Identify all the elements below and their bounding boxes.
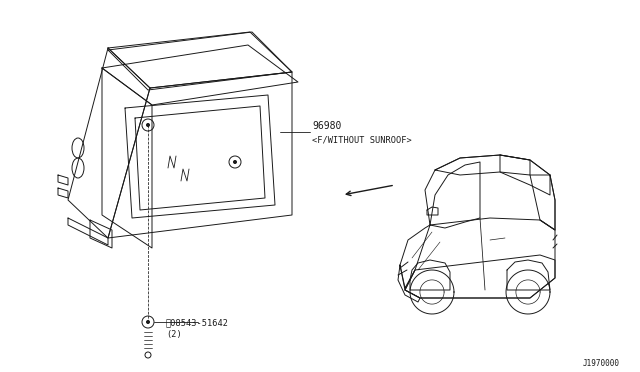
Circle shape	[147, 124, 150, 126]
Text: <F/WITHOUT SUNROOF>: <F/WITHOUT SUNROOF>	[312, 135, 412, 144]
Text: (2): (2)	[166, 330, 182, 340]
Text: 96980: 96980	[312, 121, 341, 131]
Circle shape	[147, 321, 150, 324]
Text: J1970000: J1970000	[583, 359, 620, 369]
Circle shape	[234, 160, 237, 164]
Text: Ⓝ08543-51642: Ⓝ08543-51642	[166, 318, 229, 327]
